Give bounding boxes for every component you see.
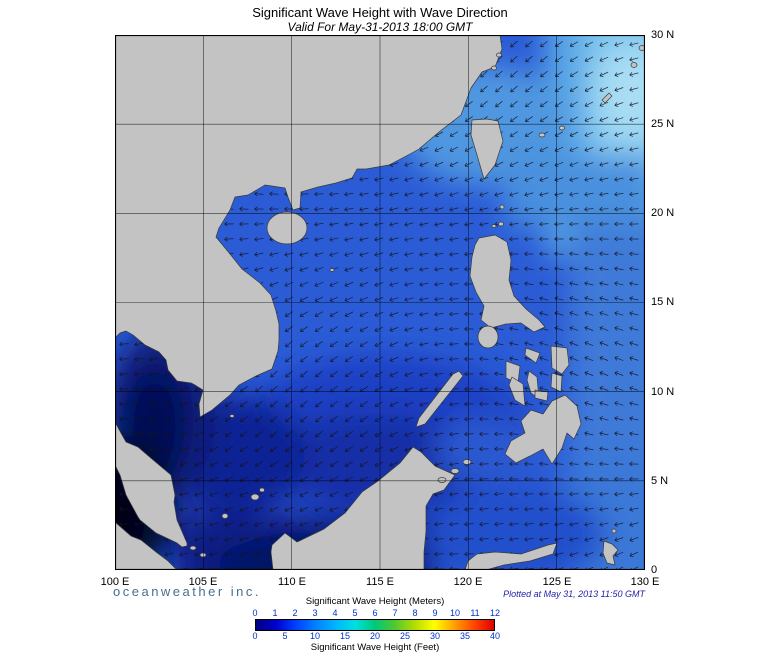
landmass-sulawesi [464, 542, 558, 570]
island-sulu-2 [450, 468, 460, 474]
page-title: Significant Wave Height with Wave Direct… [252, 5, 508, 20]
wave-height-legend: Significant Wave Height (Meters) 0 1 2 3… [250, 596, 500, 654]
island-anambas [221, 513, 229, 519]
island-okinawa [601, 92, 613, 104]
landmass-malay-peninsula [115, 421, 188, 548]
island-amami-1 [630, 62, 638, 68]
island-zhejiang-1 [496, 52, 502, 58]
meters-tick: 7 [392, 608, 398, 618]
island-conson [229, 414, 235, 418]
island-miyako [559, 125, 565, 131]
feet-tick: 10 [309, 631, 321, 641]
feet-tick: 20 [369, 631, 381, 641]
meters-tick: 0 [252, 608, 258, 618]
feet-tick: 35 [459, 631, 471, 641]
meters-tick: 6 [372, 608, 378, 618]
lat-label-5n: 5 N [651, 475, 669, 487]
map-frame [115, 35, 645, 570]
island-sulu-1 [462, 459, 472, 465]
lat-label-0: 0 [651, 564, 658, 576]
island-masbate [524, 347, 541, 364]
feet-tick: 0 [252, 631, 258, 641]
graticule [115, 35, 645, 570]
lat-label-25n: 25 N [651, 118, 675, 130]
oceanweather-logo-text: oceanweather inc. [113, 584, 262, 599]
wave-height-map [115, 35, 645, 570]
island-morotai [611, 528, 617, 534]
legend-meters-ticks: 0 1 2 3 4 5 6 7 8 9 10 11 12 [252, 608, 500, 619]
meters-tick: 12 [489, 608, 501, 618]
legend-meters-label: Significant Wave Height (Meters) [305, 596, 445, 607]
island-mindanao [504, 394, 582, 465]
meters-tick: 4 [332, 608, 338, 618]
plotted-timestamp: Plotted at May 31, 2013 11:50 GMT [503, 589, 645, 599]
lat-label-30n: 30 N [651, 29, 675, 41]
legend-feet-ticks: 0 5 10 15 20 25 30 35 40 [252, 631, 500, 642]
landmass-mainland-asia [115, 35, 503, 418]
island-bohol [534, 389, 549, 402]
lat-label-15n: 15 N [651, 296, 675, 308]
landmass-sumatra [115, 521, 178, 570]
lon-label-130e: 130 E [630, 576, 660, 588]
island-samar [550, 345, 570, 375]
legend-colorbar [255, 619, 495, 631]
meters-tick: 2 [292, 608, 298, 618]
lon-label-110e: 110 E [278, 576, 306, 588]
island-riau-1 [189, 545, 197, 551]
lon-label-105e: 105 E [188, 576, 218, 588]
feet-tick: 5 [282, 631, 288, 641]
island-mindoro [477, 325, 499, 349]
lat-label-10n: 10 N [651, 386, 675, 398]
lon-label-125e: 125 E [542, 576, 572, 588]
lat-label-20n: 20 N [651, 207, 675, 219]
lon-label-100e: 100 E [100, 576, 130, 588]
island-sulu-3 [437, 477, 447, 483]
island-babuyan-2 [491, 224, 497, 228]
island-natuna-2 [259, 487, 265, 493]
lon-label-115e: 115 E [366, 576, 394, 588]
landmass-halmahera [602, 540, 619, 566]
valid-time-subtitle: Valid For May-31-2013 18:00 GMT [287, 20, 473, 34]
island-paracel [329, 268, 335, 272]
meters-tick: 8 [412, 608, 418, 618]
island-batanes [499, 204, 505, 210]
lon-label-120e: 120 E [453, 576, 483, 588]
island-natuna-1 [250, 493, 260, 501]
meters-tick: 5 [352, 608, 358, 618]
feet-tick: 15 [339, 631, 351, 641]
island-taiwan [470, 118, 504, 180]
island-hainan [266, 211, 308, 245]
landmasses [115, 35, 645, 570]
island-ishigaki [538, 132, 546, 138]
island-babuyan-1 [498, 221, 504, 227]
feet-tick: 40 [489, 631, 501, 641]
meters-tick: 1 [272, 608, 278, 618]
island-zhejiang-2 [491, 65, 497, 71]
feet-tick: 25 [399, 631, 411, 641]
legend-feet-label: Significant Wave Height (Feet) [310, 642, 440, 653]
meters-tick: 11 [470, 608, 480, 618]
meters-tick: 10 [449, 608, 460, 618]
feet-tick: 30 [429, 631, 441, 641]
island-amami-2 [638, 45, 645, 51]
landmass-borneo [270, 446, 456, 570]
island-palawan [415, 370, 464, 428]
meters-tick: 9 [432, 608, 438, 618]
meters-tick: 3 [312, 608, 318, 618]
island-luzon [469, 234, 546, 333]
island-riau-2 [199, 552, 207, 558]
